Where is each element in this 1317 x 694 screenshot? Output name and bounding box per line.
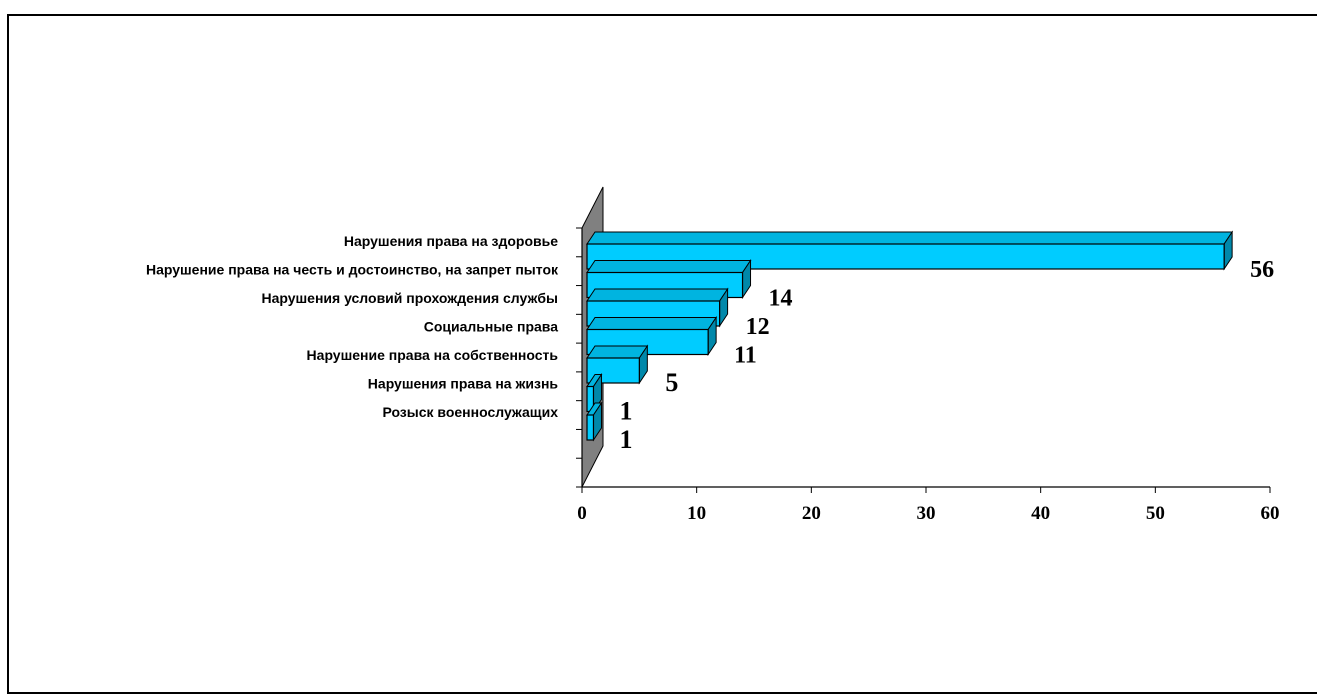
x-tick-label: 0 — [577, 503, 587, 524]
category-label: Социальные права — [424, 319, 558, 335]
x-tick-label: 20 — [802, 503, 821, 524]
data-label: 5 — [665, 368, 678, 397]
data-label: 56 — [1250, 257, 1274, 283]
data-label: 1 — [619, 397, 632, 426]
bar-top-face — [586, 260, 752, 273]
data-label: 12 — [746, 314, 770, 340]
bar-chart: 0 10 20 30 40 50 60 Нарушения права на здоровь… — [146, 186, 1280, 524]
x-tick-label: 60 — [1261, 503, 1280, 524]
bar-top-face — [586, 345, 649, 359]
category-label: Нарушения права на жизнь — [368, 376, 559, 392]
data-label: 11 — [734, 343, 757, 369]
x-tick-label: 40 — [1031, 503, 1050, 524]
chart-axes: 0 10 20 30 40 50 60 — [576, 227, 1280, 524]
category-label: Нарушения права на здоровье — [344, 233, 558, 249]
category-label: Нарушение права на честь и достоинство, … — [146, 262, 559, 278]
x-tick-label: 10 — [687, 503, 706, 524]
category-labels: Нарушения права на здоровье Нарушение пра… — [146, 233, 559, 420]
chart-bars — [586, 230, 1234, 442]
data-label: 1 — [619, 425, 632, 454]
category-label: Розыск военнослужащих — [382, 404, 558, 420]
data-label: 14 — [769, 286, 793, 312]
bar-top-face — [586, 317, 718, 330]
bar — [586, 414, 595, 441]
x-tick-label: 50 — [1146, 503, 1165, 524]
bar-top-face — [586, 288, 729, 302]
category-label: Нарушения условий прохождения службы — [261, 290, 558, 306]
bar-top-face — [586, 231, 1234, 245]
x-tick-label: 30 — [917, 503, 936, 524]
bar — [586, 357, 640, 384]
category-label: Нарушение права на собственность — [307, 347, 559, 363]
